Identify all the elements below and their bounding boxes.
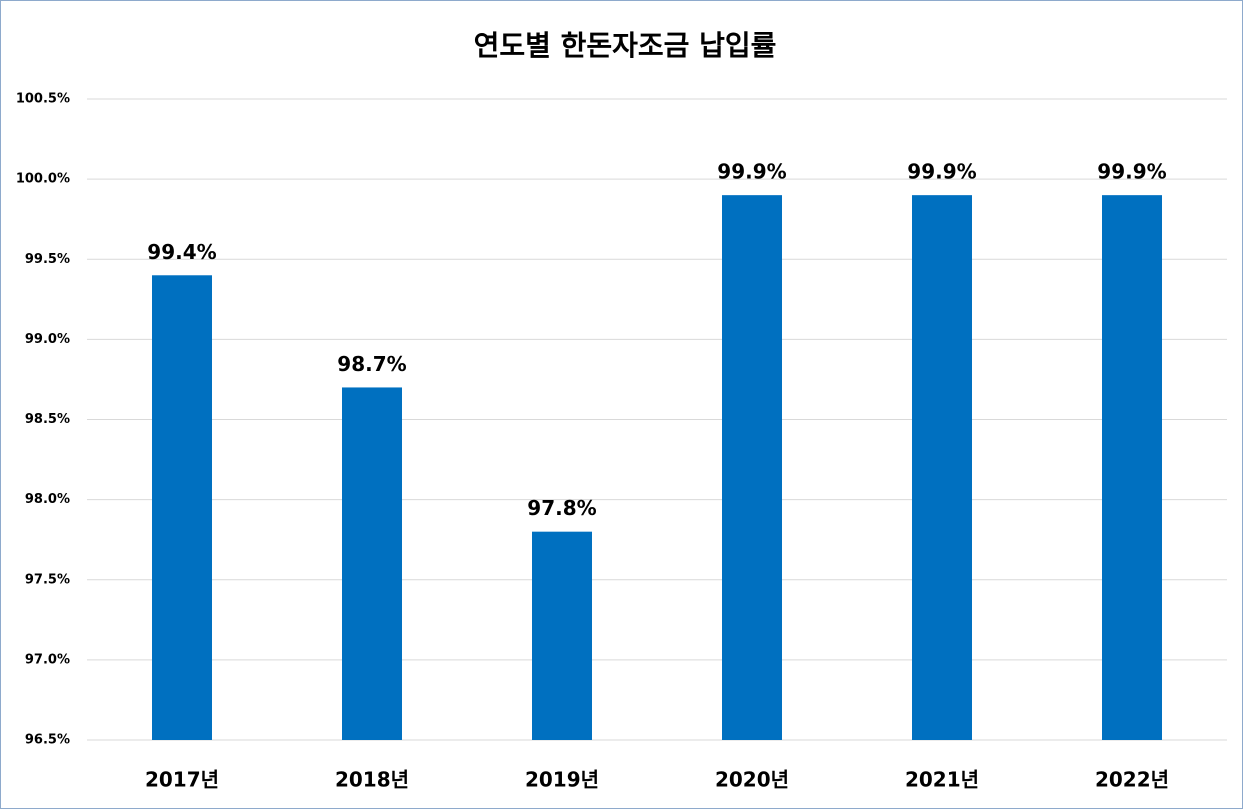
bar xyxy=(152,275,212,740)
x-tick-label: 2021년 xyxy=(905,768,979,792)
data-label: 99.9% xyxy=(1097,160,1166,184)
x-tick-label: 2020년 xyxy=(715,768,789,792)
bar xyxy=(1102,195,1162,740)
bar xyxy=(912,195,972,740)
y-tick-label: 97.5% xyxy=(25,572,70,587)
x-tick-label: 2018년 xyxy=(335,768,409,792)
bar xyxy=(722,195,782,740)
y-tick-label: 99.0% xyxy=(25,332,70,347)
data-label: 98.7% xyxy=(337,352,406,376)
x-tick-label: 2017년 xyxy=(145,768,219,792)
y-tick-label: 100.0% xyxy=(16,172,70,187)
y-tick-label: 98.0% xyxy=(25,492,70,507)
data-label: 97.8% xyxy=(527,496,596,520)
y-tick-label: 100.5% xyxy=(16,92,70,107)
x-tick-label: 2022년 xyxy=(1095,768,1169,792)
data-label: 99.9% xyxy=(717,160,786,184)
y-tick-label: 99.5% xyxy=(25,252,70,267)
y-tick-label: 97.0% xyxy=(25,652,70,667)
bar xyxy=(342,387,402,740)
chart-title: 연도별 한돈자조금 납입률 xyxy=(474,29,777,62)
y-tick-label: 96.5% xyxy=(25,733,70,748)
y-tick-label: 98.5% xyxy=(25,412,70,427)
bar xyxy=(532,531,592,740)
data-label: 99.9% xyxy=(907,160,976,184)
x-tick-label: 2019년 xyxy=(525,768,599,792)
data-label: 99.4% xyxy=(147,240,216,264)
